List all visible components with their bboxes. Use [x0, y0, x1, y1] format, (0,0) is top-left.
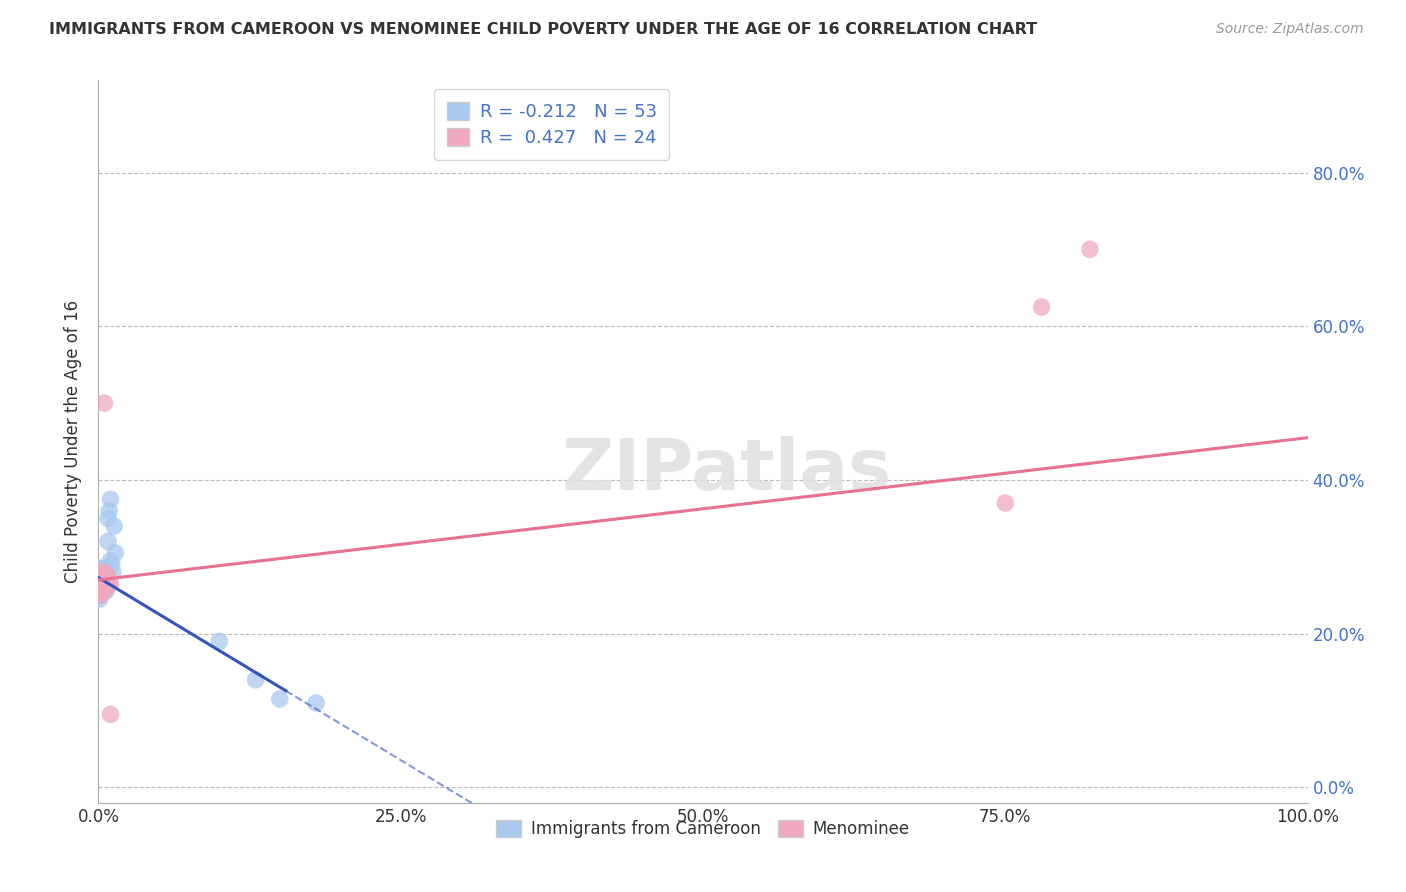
Point	[100, 554, 122, 568]
Point	[89, 584, 111, 599]
Point	[91, 581, 114, 595]
Point	[90, 573, 112, 587]
Point	[97, 569, 120, 583]
Point	[208, 634, 231, 648]
Text: ZIPatlas: ZIPatlas	[562, 436, 893, 505]
Point	[994, 496, 1017, 510]
Point	[91, 584, 114, 599]
Point	[89, 561, 111, 575]
Point	[93, 565, 115, 579]
Point	[89, 581, 111, 595]
Point	[94, 573, 117, 587]
Point	[89, 581, 111, 595]
Point	[94, 573, 117, 587]
Point	[91, 573, 114, 587]
Point	[87, 581, 110, 595]
Point	[91, 581, 114, 595]
Point	[91, 569, 114, 583]
Point	[93, 569, 115, 583]
Point	[90, 588, 112, 602]
Point	[94, 584, 117, 599]
Point	[91, 569, 114, 583]
Legend: Immigrants from Cameroon, Menominee: Immigrants from Cameroon, Menominee	[489, 814, 917, 845]
Point	[90, 584, 112, 599]
Point	[91, 573, 114, 587]
Point	[89, 588, 111, 602]
Point	[89, 565, 111, 579]
Point	[101, 565, 124, 579]
Point	[98, 576, 121, 591]
Point	[91, 561, 114, 575]
Point	[89, 576, 111, 591]
Point	[93, 576, 115, 591]
Point	[91, 569, 114, 583]
Point	[90, 569, 112, 583]
Point	[305, 696, 328, 710]
Point	[90, 573, 112, 587]
Point	[87, 573, 110, 587]
Text: IMMIGRANTS FROM CAMEROON VS MENOMINEE CHILD POVERTY UNDER THE AGE OF 16 CORRELAT: IMMIGRANTS FROM CAMEROON VS MENOMINEE CH…	[49, 22, 1038, 37]
Point	[97, 511, 120, 525]
Point	[93, 396, 115, 410]
Point	[91, 576, 114, 591]
Point	[93, 576, 115, 591]
Point	[100, 707, 122, 722]
Point	[89, 592, 111, 607]
Point	[91, 576, 114, 591]
Point	[100, 576, 122, 591]
Point	[91, 581, 114, 595]
Point	[90, 576, 112, 591]
Point	[89, 569, 111, 583]
Point	[89, 576, 111, 591]
Point	[89, 573, 111, 587]
Point	[91, 576, 114, 591]
Point	[90, 565, 112, 579]
Point	[103, 519, 125, 533]
Point	[91, 576, 114, 591]
Point	[93, 565, 115, 579]
Point	[87, 573, 110, 587]
Point	[96, 576, 118, 591]
Point	[90, 569, 112, 583]
Point	[104, 546, 127, 560]
Text: Source: ZipAtlas.com: Source: ZipAtlas.com	[1216, 22, 1364, 37]
Point	[90, 573, 112, 587]
Point	[269, 692, 291, 706]
Point	[90, 584, 112, 599]
Point	[91, 584, 114, 599]
Point	[100, 492, 122, 507]
Point	[98, 504, 121, 518]
Point	[1031, 300, 1053, 314]
Point	[96, 569, 118, 583]
Point	[90, 581, 112, 595]
Point	[245, 673, 267, 687]
Point	[97, 534, 120, 549]
Point	[90, 576, 112, 591]
Point	[96, 581, 118, 595]
Y-axis label: Child Poverty Under the Age of 16: Child Poverty Under the Age of 16	[65, 300, 83, 583]
Point	[94, 576, 117, 591]
Point	[93, 581, 115, 595]
Point	[91, 573, 114, 587]
Point	[1078, 243, 1101, 257]
Point	[100, 558, 122, 572]
Point	[89, 565, 111, 579]
